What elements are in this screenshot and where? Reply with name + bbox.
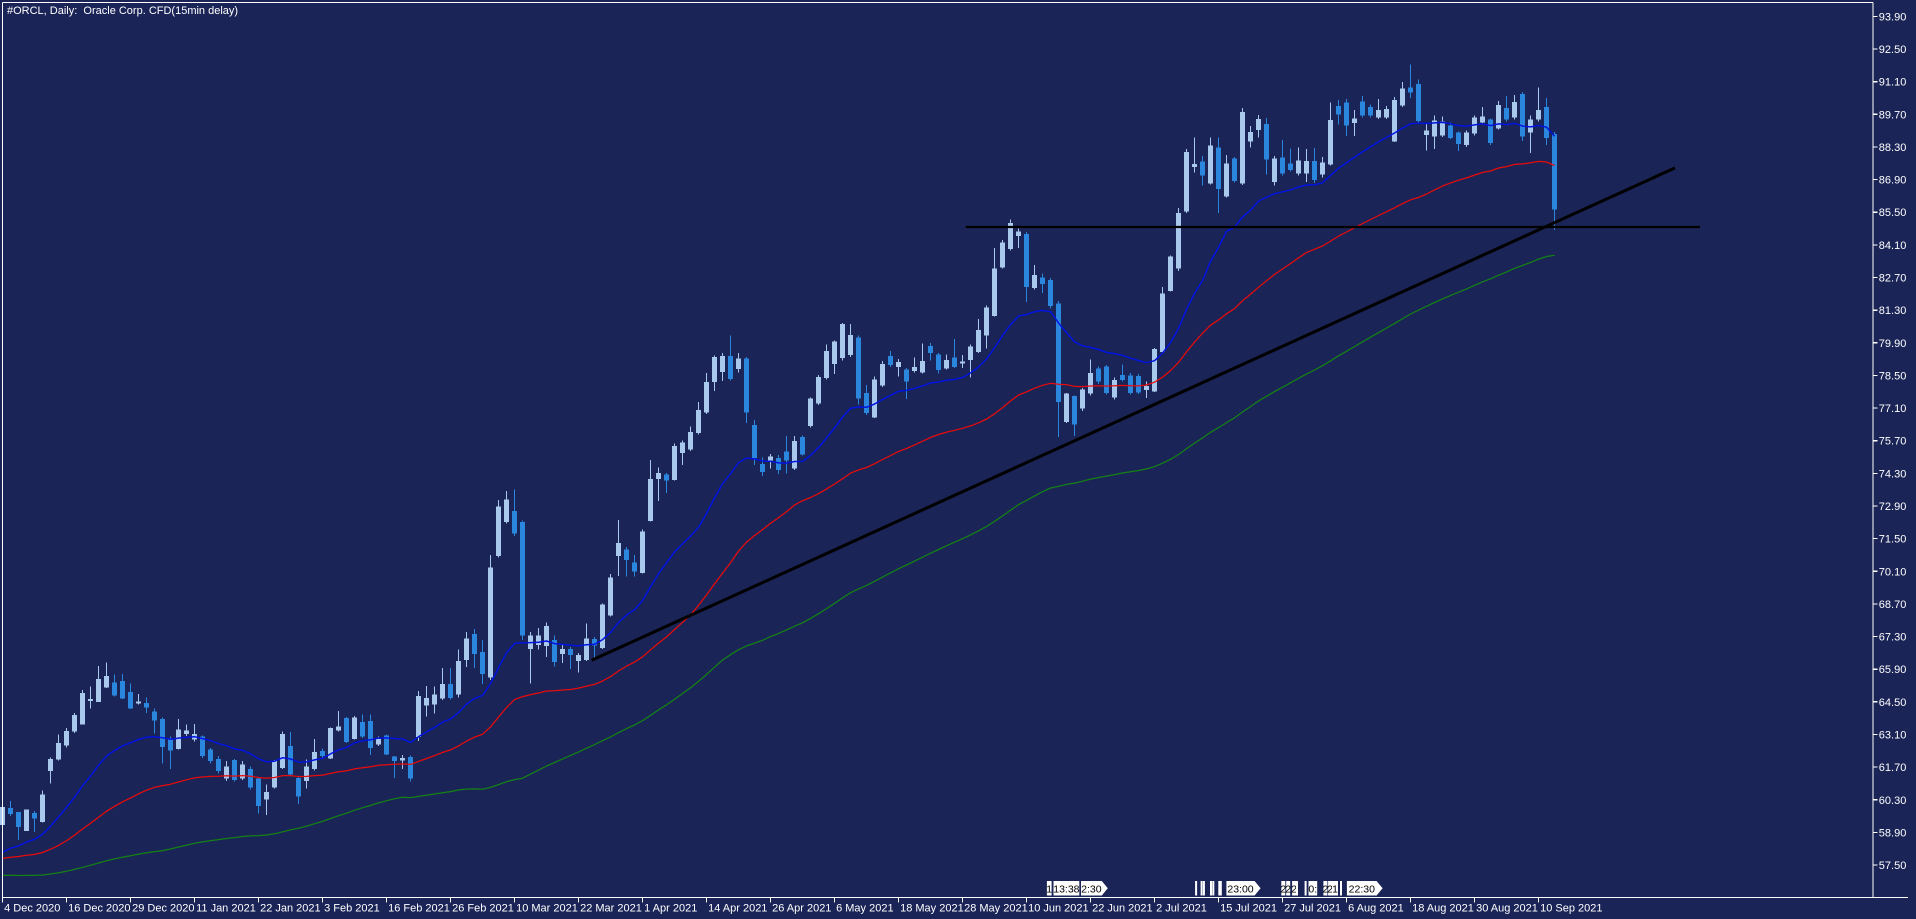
svg-text:29 Dec 2020: 29 Dec 2020 (132, 903, 194, 915)
svg-text:10 Sep 2021: 10 Sep 2021 (1540, 903, 1602, 915)
svg-text:6 Aug 2021: 6 Aug 2021 (1348, 903, 1404, 915)
svg-text:4 Dec 2020: 4 Dec 2020 (4, 903, 60, 915)
svg-text:84.10: 84.10 (1879, 240, 1907, 252)
svg-text:2: 2 (1285, 884, 1291, 896)
svg-text:61.70: 61.70 (1879, 762, 1907, 774)
svg-text:26 Apr 2021: 26 Apr 2021 (772, 903, 831, 915)
svg-text:74.30: 74.30 (1879, 468, 1907, 480)
svg-text:2:30: 2:30 (1081, 884, 1102, 896)
svg-text:70.10: 70.10 (1879, 566, 1907, 578)
svg-text:2 Jul 2021: 2 Jul 2021 (1156, 903, 1207, 915)
svg-text:18 May 2021: 18 May 2021 (900, 903, 964, 915)
svg-text:75.70: 75.70 (1879, 436, 1907, 448)
svg-text:60.30: 60.30 (1879, 795, 1907, 807)
svg-text:82.70: 82.70 (1879, 273, 1907, 285)
svg-text:78.50: 78.50 (1879, 370, 1907, 382)
svg-text:16 Dec 2020: 16 Dec 2020 (68, 903, 130, 915)
svg-text:89.70: 89.70 (1879, 109, 1907, 121)
svg-text:15 Jul 2021: 15 Jul 2021 (1220, 903, 1277, 915)
svg-text:26 Feb 2021: 26 Feb 2021 (452, 903, 514, 915)
svg-text:27 Jul 2021: 27 Jul 2021 (1284, 903, 1341, 915)
svg-text:10 Mar 2021: 10 Mar 2021 (516, 903, 578, 915)
svg-text:91.10: 91.10 (1879, 77, 1907, 89)
svg-text:13:38: 13:38 (1053, 884, 1079, 896)
svg-text:28 May 2021: 28 May 2021 (964, 903, 1028, 915)
svg-text:1: 1 (1046, 884, 1052, 896)
svg-text:22 Jan 2021: 22 Jan 2021 (260, 903, 321, 915)
svg-text:93.90: 93.90 (1879, 11, 1907, 23)
svg-text:68.70: 68.70 (1879, 599, 1907, 611)
svg-text:23:00: 23:00 (1227, 884, 1253, 896)
svg-text:0:: 0: (1308, 884, 1317, 896)
svg-text:1 Apr 2021: 1 Apr 2021 (644, 903, 697, 915)
svg-text:1: 1 (1332, 884, 1338, 896)
svg-text:79.90: 79.90 (1879, 338, 1907, 350)
svg-text:64.50: 64.50 (1879, 697, 1907, 709)
svg-text:72.90: 72.90 (1879, 501, 1907, 513)
svg-text:77.10: 77.10 (1879, 403, 1907, 415)
svg-text:22:30: 22:30 (1349, 884, 1375, 896)
svg-text:2: 2 (1291, 884, 1297, 896)
svg-text:11 Jan 2021: 11 Jan 2021 (196, 903, 256, 915)
svg-text:85.50: 85.50 (1879, 207, 1907, 219)
svg-text:71.50: 71.50 (1879, 534, 1907, 546)
svg-text:2: 2 (1322, 884, 1328, 896)
svg-text:10 Jun 2021: 10 Jun 2021 (1028, 903, 1089, 915)
svg-text:63.10: 63.10 (1879, 730, 1907, 742)
svg-text:2: 2 (1280, 884, 1286, 896)
svg-text:22 Mar 2021: 22 Mar 2021 (580, 903, 642, 915)
svg-text:3 Feb 2021: 3 Feb 2021 (324, 903, 380, 915)
svg-text:18 Aug 2021: 18 Aug 2021 (1412, 903, 1474, 915)
svg-text:14 Apr 2021: 14 Apr 2021 (708, 903, 767, 915)
svg-text:88.30: 88.30 (1879, 142, 1907, 154)
svg-text:65.90: 65.90 (1879, 664, 1907, 676)
svg-text:16 Feb 2021: 16 Feb 2021 (388, 903, 450, 915)
svg-text:67.30: 67.30 (1879, 632, 1907, 644)
svg-text:30 Aug 2021: 30 Aug 2021 (1476, 903, 1538, 915)
svg-text:2: 2 (1327, 884, 1333, 896)
svg-text:#ORCL, Daily: Oracle Corp. CF: #ORCL, Daily: Oracle Corp. CFD(15min del… (7, 5, 238, 17)
svg-text:92.50: 92.50 (1879, 44, 1907, 56)
svg-text:81.30: 81.30 (1879, 305, 1907, 317)
svg-text:86.90: 86.90 (1879, 175, 1907, 187)
svg-text:22 Jun 2021: 22 Jun 2021 (1092, 903, 1153, 915)
svg-text:6 May 2021: 6 May 2021 (836, 903, 893, 915)
svg-text:57.50: 57.50 (1879, 860, 1907, 872)
svg-text:58.90: 58.90 (1879, 827, 1907, 839)
